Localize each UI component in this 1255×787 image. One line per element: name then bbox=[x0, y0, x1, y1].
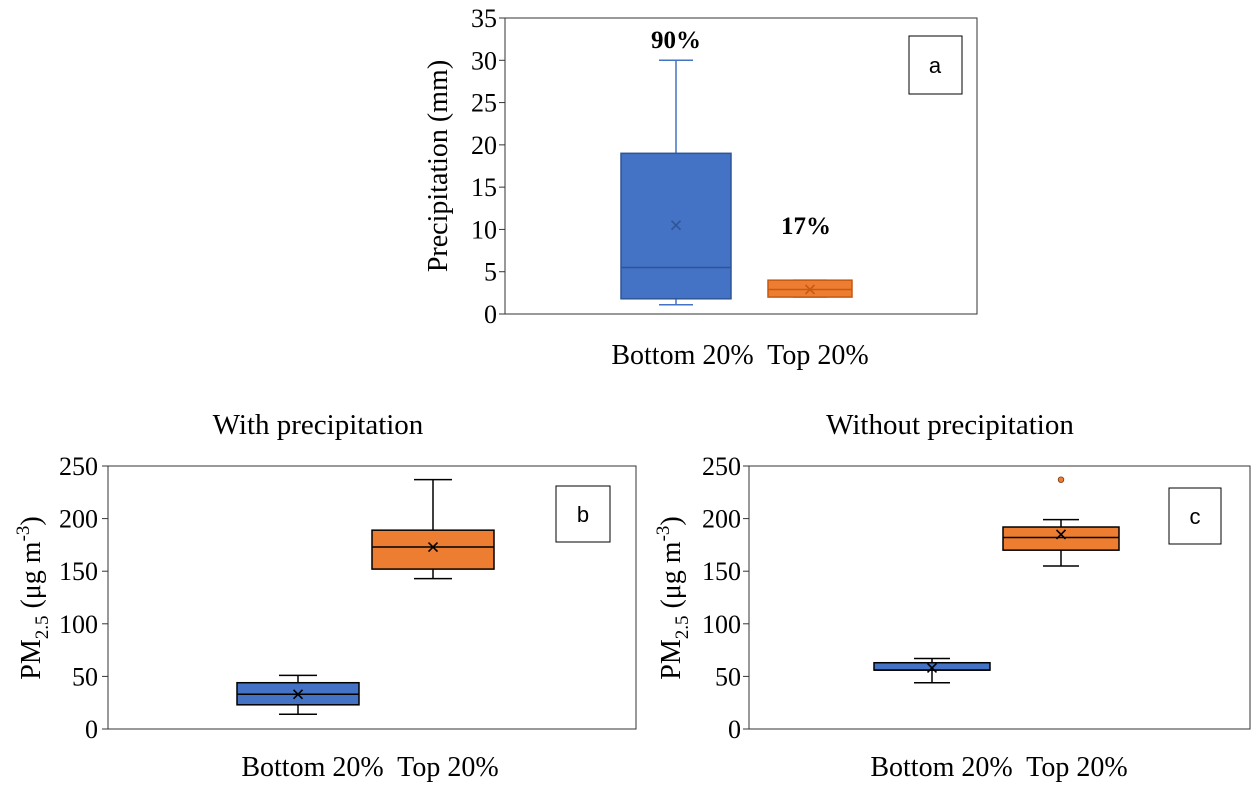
panel-a-boxes: 90% 17% bbox=[620, 27, 853, 306]
panel-c-top-20-outlier bbox=[1057, 476, 1065, 483]
panel-c-category-labels: Bottom 20% Top 20% bbox=[870, 752, 1127, 783]
panel-c-ylabel-close: ) bbox=[656, 516, 687, 525]
panel-b-ylabel-sup: -3 bbox=[13, 526, 34, 542]
panel-b-plot-area bbox=[107, 465, 637, 730]
panel-b-y-ticks: 0 50 100 150 200 250 bbox=[59, 452, 108, 744]
panel-a-top-20-mean-stroke bbox=[804, 284, 816, 295]
panel-b-ytick-label: 0 bbox=[85, 715, 98, 744]
panel-a-bottom-20-mean-stroke bbox=[670, 220, 682, 231]
panel-c-y-ticks: 0 50 100 150 200 250 bbox=[702, 452, 749, 744]
panel-a-ytick-label: 15 bbox=[471, 173, 497, 202]
panel-b-y-axis-label: PM2.5 (μg m-3) bbox=[13, 516, 53, 680]
panel-b-title: With precipitation bbox=[213, 409, 424, 441]
panel-b-category-labels: Bottom 20% Top 20% bbox=[241, 752, 498, 783]
panel-b-bottom-20-mean-marker bbox=[292, 689, 304, 700]
panel-a-ytick-label: 30 bbox=[471, 46, 497, 75]
panel-b-ylabel-sub: 2.5 bbox=[32, 616, 53, 640]
panel-a-top-20-mean-marker bbox=[804, 284, 816, 295]
panel-b-ylabel-main: PM bbox=[16, 639, 47, 680]
panel-c-ylabel-main: PM bbox=[656, 639, 687, 680]
panel-c-letter-box bbox=[1168, 487, 1222, 545]
panel-b-ytick-label: 100 bbox=[59, 610, 98, 639]
panel-a-ytick-label: 35 bbox=[471, 4, 497, 33]
panel-b-ylabel-close: ) bbox=[16, 516, 47, 525]
panel-a-bottom-20-mean-marker bbox=[670, 220, 682, 231]
panel-a-ytick-label: 25 bbox=[471, 89, 497, 118]
panel-c-ytick-label: 200 bbox=[702, 505, 741, 534]
panel-a-letter-box bbox=[908, 35, 963, 95]
panel-c-bottom-20-mean-marker bbox=[926, 662, 938, 674]
panel-c-bottom-20-mean-stroke bbox=[926, 662, 938, 674]
panel-b-ylabel-unit: (μg m bbox=[16, 541, 47, 615]
panel-b: With precipitation 0 50 100 150 200 250 PM2.5… bbox=[13, 409, 637, 783]
panel-b-boxes bbox=[236, 478, 495, 716]
panel-c-ytick-label: 50 bbox=[715, 662, 741, 691]
panel-c-ytick-label: 150 bbox=[702, 557, 741, 586]
panel-b-ytick-label: 50 bbox=[72, 662, 98, 691]
panel-c-top-20-mean-marker bbox=[1055, 529, 1067, 540]
panel-b-top-20-mean-stroke bbox=[427, 541, 439, 553]
panel-c-ytick-label: 250 bbox=[702, 452, 741, 481]
panel-a-y-ticks: 0 5 10 15 20 25 30 35 bbox=[471, 4, 505, 329]
panel-c-ylabel-sub: 2.5 bbox=[672, 616, 693, 640]
panel-a: 0 5 10 15 20 25 30 35 90% 17% Precipitation (mm)… bbox=[423, 4, 978, 371]
panel-c-y-axis-label: PM2.5 (μg m-3) bbox=[653, 516, 693, 680]
panel-a-bottom-20-percent-label: 90% bbox=[651, 27, 701, 54]
panel-a-y-axis-label: Precipitation (mm) bbox=[423, 60, 454, 272]
panel-a-plot-area bbox=[504, 17, 978, 315]
panel-b-ytick-label: 200 bbox=[59, 505, 98, 534]
panel-b-letter: b bbox=[577, 502, 589, 527]
panel-c-top-20-mean-stroke bbox=[1055, 529, 1067, 540]
panel-c-plot-area bbox=[748, 465, 1251, 730]
panel-b-top-20-box bbox=[371, 529, 495, 570]
panel-c-boxes bbox=[873, 476, 1120, 684]
panel-c-ytick-label: 0 bbox=[728, 715, 741, 744]
panel-a-top-20-percent-label: 17% bbox=[781, 213, 831, 240]
panel-a-ytick-label: 10 bbox=[471, 215, 497, 244]
panel-b-ytick-label: 250 bbox=[59, 452, 98, 481]
panel-c-ytick-label: 100 bbox=[702, 610, 741, 639]
panel-c-ylabel-sup: -3 bbox=[653, 526, 674, 542]
panel-c-title: Without precipitation bbox=[826, 409, 1074, 441]
panel-c: Without precipitation 0 50 100 150 200 250 PM… bbox=[653, 409, 1251, 783]
panel-a-ytick-label: 5 bbox=[484, 258, 497, 287]
panel-c-top-20-box bbox=[1002, 526, 1120, 551]
panel-c-ylabel-unit: (μg m bbox=[656, 541, 687, 615]
panel-a-ytick-label: 0 bbox=[484, 300, 497, 329]
panel-a-ytick-label: 20 bbox=[471, 131, 497, 160]
panel-b-letter-box bbox=[555, 485, 611, 543]
panel-b-top-20-mean-marker bbox=[427, 541, 439, 553]
panel-a-letter: a bbox=[929, 53, 942, 78]
panel-b-bottom-20-mean-stroke bbox=[292, 689, 304, 700]
panel-b-ytick-label: 150 bbox=[59, 557, 98, 586]
panel-a-category-labels: Bottom 20% Top 20% bbox=[611, 340, 868, 371]
panel-c-letter: c bbox=[1190, 504, 1201, 529]
